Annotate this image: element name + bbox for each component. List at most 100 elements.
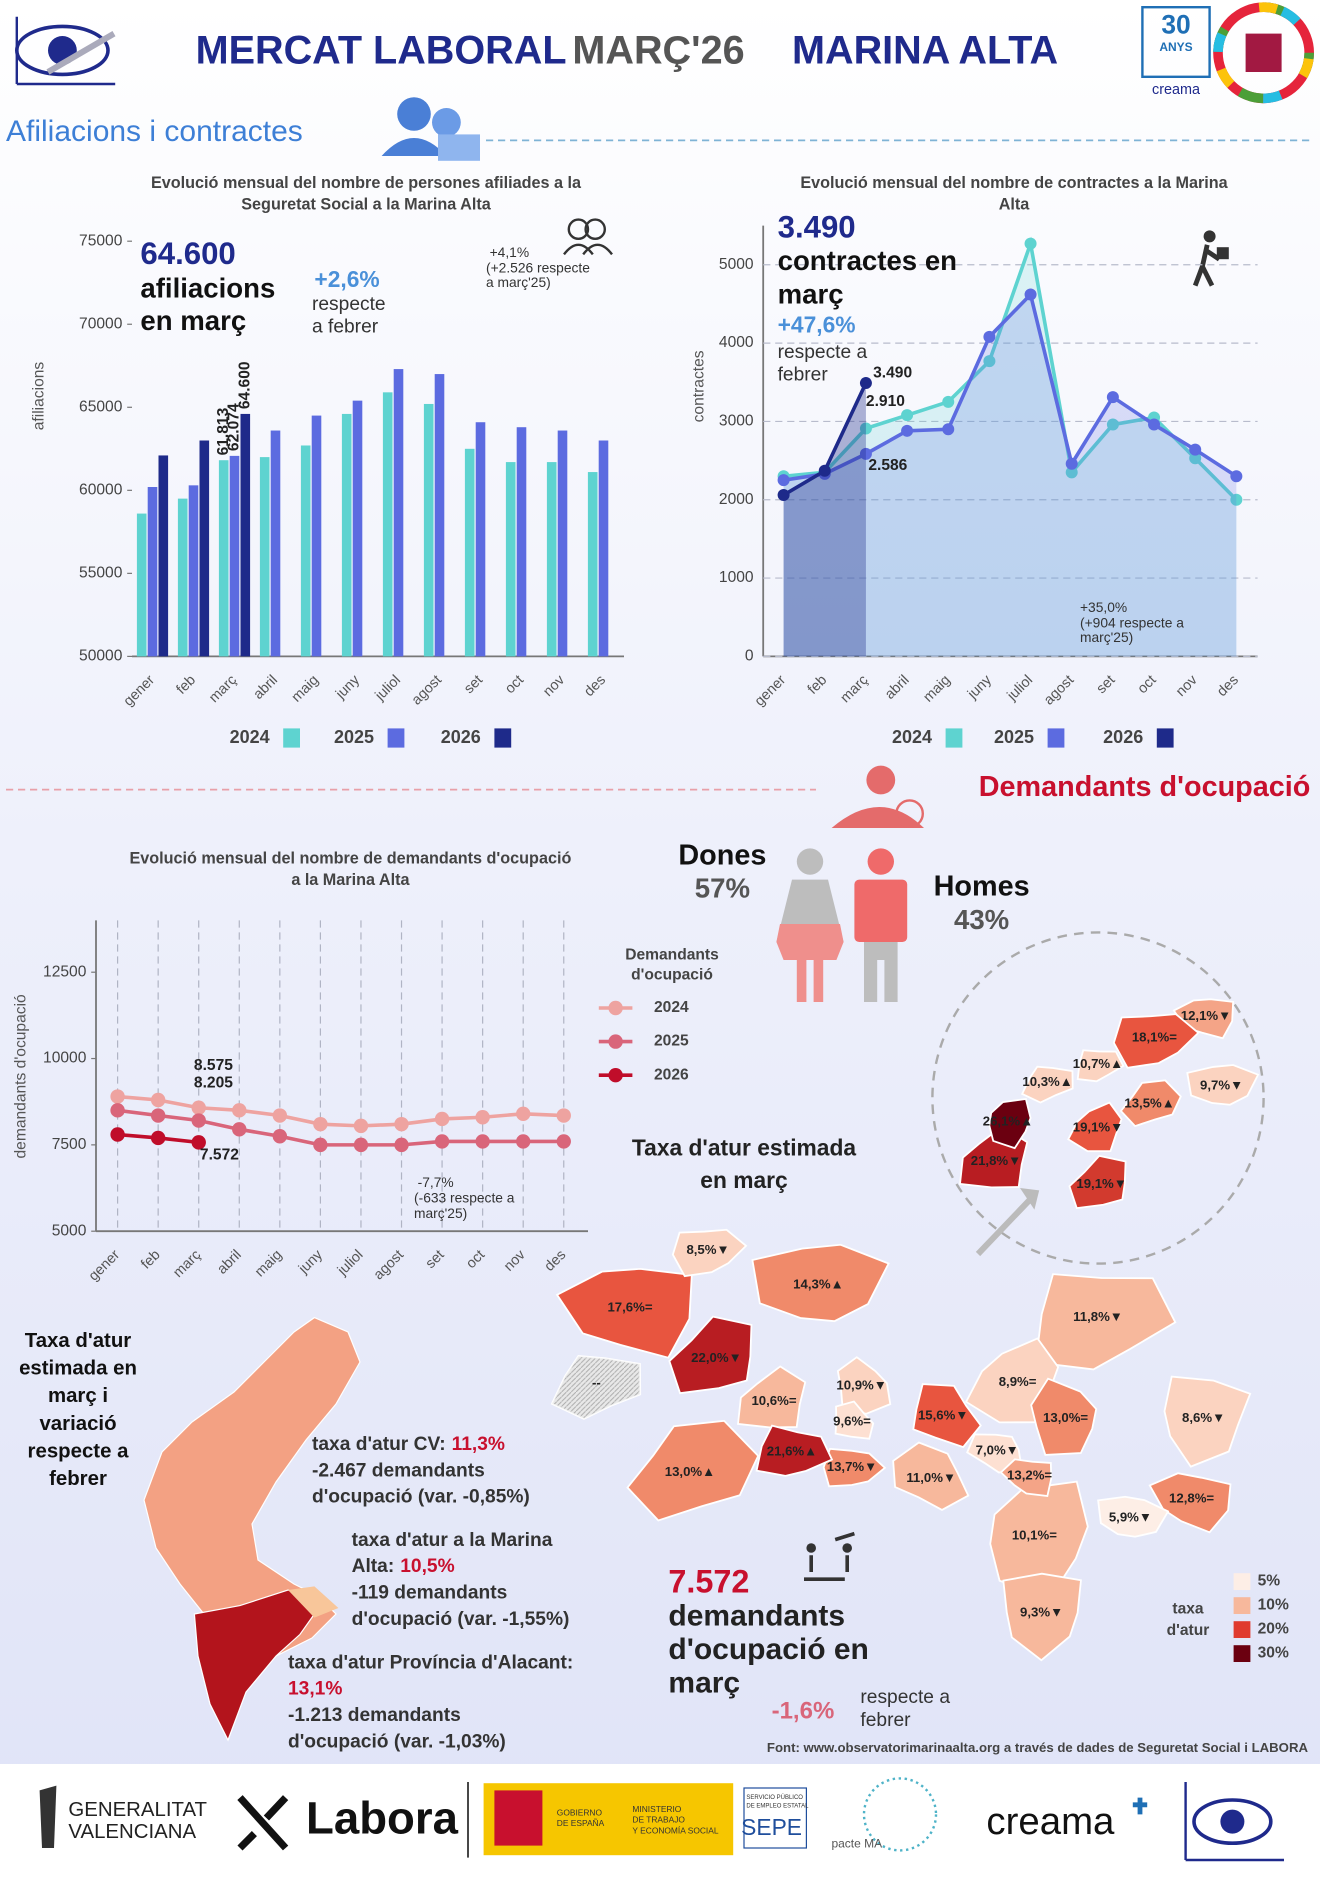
- label: -1,6%: [772, 1698, 835, 1725]
- annotation: a març'25): [486, 275, 551, 290]
- point: [942, 423, 955, 436]
- label: GENERALITAT: [68, 1799, 207, 1821]
- annotation: març'25): [414, 1206, 467, 1221]
- point: [1065, 466, 1078, 479]
- label: 43%: [954, 904, 1009, 935]
- legend-swatch: [1233, 1621, 1251, 1639]
- region-label: 13,0%▲: [665, 1464, 715, 1479]
- legend-swatch: [1156, 728, 1174, 748]
- legend-marker: [608, 1000, 623, 1016]
- legend-label: 2025: [334, 727, 374, 747]
- annotation: en març: [140, 305, 246, 336]
- region-label: 9,3%▼: [1020, 1604, 1063, 1619]
- region-label: --: [592, 1375, 601, 1390]
- label: demandants: [668, 1600, 845, 1633]
- annotation: +2,6%: [314, 266, 379, 292]
- annotation: +4,1%: [490, 245, 530, 260]
- point: [150, 1130, 166, 1146]
- value-label: 62.074: [226, 403, 243, 451]
- region-label: 14,3%▲: [793, 1277, 843, 1292]
- y-tick-label: 70000: [79, 315, 123, 332]
- y-tick-label: 2000: [719, 491, 754, 508]
- region-label: 10,3%▲: [1022, 1074, 1072, 1089]
- label: DE EMPLEO ESTATAL: [746, 1804, 809, 1810]
- region-label: 10,9%▼: [836, 1377, 886, 1392]
- y-tick-label: 3000: [719, 413, 754, 430]
- point: [191, 1135, 206, 1150]
- point: [191, 1113, 206, 1128]
- point: [353, 1118, 369, 1134]
- annotation: (+2.526 respecte: [486, 260, 590, 275]
- annotation: a febrer: [312, 317, 379, 338]
- annotation: (-633 respecte a: [414, 1190, 515, 1205]
- value-label: 61.813: [215, 407, 232, 455]
- point: [110, 1089, 125, 1104]
- annotation: 64.600: [140, 236, 235, 271]
- point: [1230, 470, 1243, 483]
- chart-title: Alta: [999, 195, 1031, 213]
- bar: [423, 403, 434, 657]
- annotation: març: [778, 279, 844, 310]
- region-label: 10,1%=: [1012, 1527, 1057, 1542]
- legend-swatch: [387, 728, 405, 748]
- bar: [147, 487, 158, 657]
- label: d'ocupació (var. -0,85%): [312, 1487, 530, 1508]
- annotation: +35,0%: [1080, 600, 1127, 615]
- point: [556, 1108, 571, 1123]
- point: [434, 1134, 450, 1149]
- region-label: 13,2%=: [1007, 1467, 1052, 1482]
- label: març: [668, 1667, 740, 1700]
- point: [475, 1110, 490, 1125]
- chart-title: Seguretat Social a la Marina Alta: [241, 195, 491, 213]
- label: d'ocupació (var. -1,03%): [288, 1731, 506, 1752]
- point: [901, 409, 914, 422]
- bar: [259, 457, 270, 657]
- annotation: +47,6%: [778, 311, 856, 337]
- bar: [188, 485, 199, 657]
- summary-line: taxa d'atur CV: 11,3%: [312, 1434, 505, 1455]
- valencia-map: [143, 1316, 361, 1742]
- annotation: març'25): [1080, 630, 1133, 645]
- y-tick-label: 5000: [52, 1222, 87, 1239]
- label: MARÇ'26: [572, 28, 744, 72]
- label: Labora: [306, 1793, 459, 1844]
- label: ANYS: [1159, 40, 1192, 54]
- point: [353, 1137, 369, 1153]
- text-part: Alta:: [352, 1556, 395, 1577]
- legend-label: 2026: [1103, 727, 1143, 747]
- legend-label: 5%: [1258, 1573, 1281, 1590]
- label: MARINA ALTA: [792, 28, 1058, 72]
- point: [434, 1111, 450, 1127]
- legend-marker: [608, 1068, 623, 1083]
- label: febrer: [860, 1710, 911, 1731]
- region-label: 19,1%▼: [1073, 1119, 1123, 1134]
- point: [942, 395, 955, 408]
- bar: [393, 369, 404, 657]
- region: [1112, 1013, 1200, 1069]
- section-decor: [6, 97, 1314, 829]
- point: [859, 447, 872, 460]
- point: [110, 1103, 125, 1118]
- bar: [598, 440, 609, 657]
- region-label: 17,6%=: [607, 1299, 652, 1314]
- label: Dones: [678, 839, 766, 871]
- y-tick-label: 0: [745, 648, 754, 665]
- label: d'ocupació en: [668, 1633, 868, 1666]
- point: [556, 1134, 571, 1149]
- chart-title: Evolució mensual del nombre de persones …: [151, 174, 582, 192]
- label: VALENCIANA: [68, 1821, 196, 1843]
- label: Demandants d'ocupació: [979, 771, 1311, 803]
- label: Homes: [934, 871, 1030, 903]
- y-tick-label: 10000: [43, 1050, 87, 1067]
- label: SERVICIO PÚBLICO: [746, 1794, 803, 1801]
- point: [232, 1103, 247, 1118]
- value-label: 2.586: [868, 457, 907, 474]
- label: taxa d'atur Província d'Alacant:: [288, 1652, 573, 1673]
- text-part: 11,3%: [452, 1434, 505, 1455]
- point: [901, 424, 914, 437]
- legend-title: Demandants: [625, 946, 719, 963]
- label: MERCAT LABORAL: [196, 28, 567, 72]
- point: [1106, 418, 1119, 431]
- annotation: febrer: [778, 365, 829, 386]
